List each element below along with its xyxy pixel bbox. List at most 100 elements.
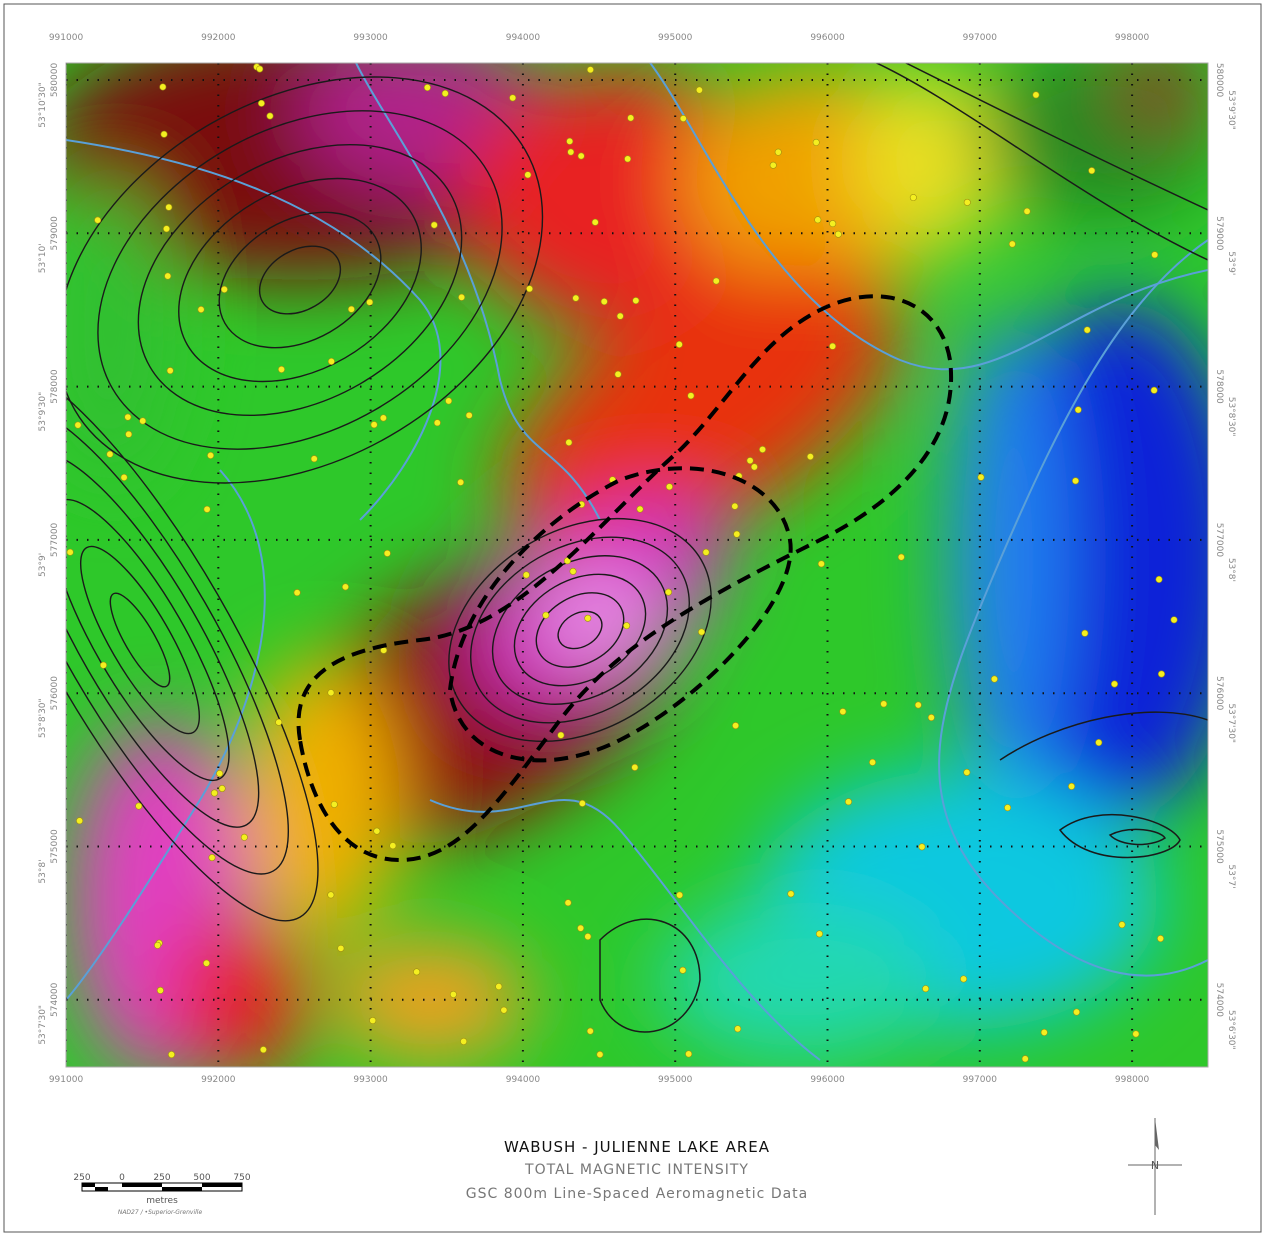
sample-point: [845, 799, 851, 805]
sample-point: [523, 572, 529, 578]
sample-point: [615, 371, 621, 377]
scale-tick-label: 250: [153, 1173, 170, 1183]
sample-point: [1033, 92, 1039, 98]
sample-point: [126, 431, 132, 437]
easting-label-top: 995000: [658, 33, 693, 43]
sample-point: [713, 278, 719, 284]
latitude-label-right: 53°7': [1226, 864, 1236, 888]
sample-point: [367, 299, 373, 305]
sample-point: [434, 420, 440, 426]
scale-bar-segment: [162, 1187, 202, 1191]
sample-point: [125, 414, 131, 420]
sample-point: [680, 967, 686, 973]
sample-point: [163, 226, 169, 232]
sample-point: [734, 531, 740, 537]
sample-point: [257, 66, 263, 72]
sample-point: [816, 931, 822, 937]
northing-label-left: 575000: [50, 829, 60, 864]
sample-point: [94, 217, 100, 223]
sample-point: [221, 286, 227, 292]
latitude-label-right: 53°8': [1226, 558, 1236, 582]
sample-point: [835, 231, 841, 237]
sample-point: [703, 549, 709, 555]
sample-point: [558, 732, 564, 738]
sample-point: [585, 615, 591, 621]
datum-note: NAD27 / •Superior-Grenville: [118, 1209, 203, 1216]
sample-point: [910, 194, 916, 200]
sample-point: [676, 892, 682, 898]
sample-point: [328, 690, 334, 696]
sample-point: [747, 457, 753, 463]
sample-point: [1151, 387, 1157, 393]
sample-point: [566, 439, 572, 445]
sample-point: [1096, 739, 1102, 745]
easting-label-bottom: 995000: [658, 1075, 693, 1085]
sample-point: [1133, 1031, 1139, 1037]
easting-label-top: 992000: [201, 33, 236, 43]
northing-label-right: 576000: [1214, 676, 1224, 711]
sample-point: [160, 84, 166, 90]
sample-point: [829, 343, 835, 349]
north-label: N: [1151, 1159, 1159, 1172]
sample-point: [161, 131, 167, 137]
sample-point: [380, 415, 386, 421]
sample-point: [1073, 1009, 1079, 1015]
latitude-label-left: 53°8'30": [38, 698, 48, 738]
sample-point: [1158, 671, 1164, 677]
sample-point: [633, 297, 639, 303]
sample-point: [76, 818, 82, 824]
sample-point: [978, 474, 984, 480]
sample-point: [374, 828, 380, 834]
easting-label-bottom: 997000: [963, 1075, 998, 1085]
north-arrow: N: [1128, 1118, 1182, 1215]
scale-bar: 2500250500750 metres NAD27 / •Superior-G…: [73, 1173, 250, 1216]
sample-point: [568, 149, 574, 155]
easting-label-top: 994000: [506, 33, 541, 43]
sample-point: [1152, 252, 1158, 258]
sample-point: [960, 976, 966, 982]
sample-point: [665, 589, 671, 595]
sample-point: [869, 759, 875, 765]
sample-point: [573, 295, 579, 301]
sample-point: [964, 769, 970, 775]
easting-label-top: 997000: [963, 33, 998, 43]
sample-point: [1156, 576, 1162, 582]
scale-tick-label: 250: [73, 1173, 90, 1183]
sample-point: [457, 479, 463, 485]
latitude-label-left: 53°10'30": [38, 82, 48, 127]
sample-point: [136, 803, 142, 809]
scale-bar-segment: [122, 1183, 162, 1187]
sample-point: [543, 612, 549, 618]
sample-point: [458, 294, 464, 300]
sample-point: [390, 842, 396, 848]
sample-point: [698, 629, 704, 635]
sample-point: [585, 933, 591, 939]
sample-point: [770, 162, 776, 168]
sample-point: [775, 149, 781, 155]
sample-point: [624, 156, 630, 162]
northing-label-right: 577000: [1214, 523, 1224, 558]
sample-point: [167, 367, 173, 373]
north-arrow-head: [1155, 1118, 1159, 1150]
sample-point: [818, 561, 824, 567]
sample-point: [413, 969, 419, 975]
easting-label-bottom: 993000: [353, 1075, 388, 1085]
northing-label-left: 579000: [50, 216, 60, 251]
sample-point: [294, 589, 300, 595]
sample-point: [632, 764, 638, 770]
sample-point: [211, 790, 217, 796]
sample-point: [898, 554, 904, 560]
sample-point: [1068, 783, 1074, 789]
sample-point: [67, 549, 73, 555]
scale-unit: metres: [146, 1196, 178, 1206]
sample-point: [1022, 1056, 1028, 1062]
sample-point: [759, 446, 765, 452]
sample-point: [219, 785, 225, 791]
sample-point: [840, 708, 846, 714]
sample-point: [450, 991, 456, 997]
sample-point: [258, 100, 264, 106]
northing-label-left: 580000: [50, 63, 60, 98]
sample-point: [276, 719, 282, 725]
latitude-label-left: 53°9'30": [38, 392, 48, 432]
map-source: GSC 800m Line-Spaced Aeromagnetic Data: [466, 1186, 809, 1202]
